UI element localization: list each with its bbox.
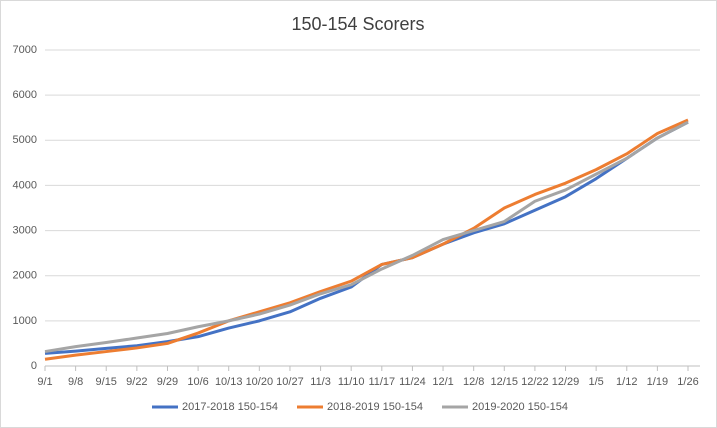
x-tick-label: 9/22 [126,376,147,388]
series-line [44,120,689,354]
x-tick-label: 12/8 [463,376,484,388]
x-tick-label: 10/27 [276,376,304,388]
x-tick-label: 1/12 [616,376,637,388]
y-tick-label: 5000 [13,134,37,146]
y-tick-label: 0 [31,360,37,372]
x-tick-label: 11/10 [338,376,365,388]
y-tick-label: 1000 [13,315,37,327]
x-tick-label: 1/19 [647,376,668,388]
legend-label: 2017-2018 150-154 [182,401,278,413]
y-tick-label: 3000 [13,224,37,236]
x-tick-label: 1/26 [677,376,698,388]
x-tick-label: 11/3 [310,376,331,388]
x-tick-label: 10/13 [215,376,243,388]
x-tick-label: 9/29 [157,376,178,388]
y-tick-label: 7000 [13,44,37,56]
x-tick-label: 12/22 [521,376,549,388]
x-tick-label: 10/20 [246,376,274,388]
legend-label: 2018-2019 150-154 [327,401,423,413]
x-tick-label: 12/15 [491,376,519,388]
y-tick-label: 6000 [13,89,37,101]
y-tick-label: 4000 [13,179,37,191]
x-tick-label: 10/6 [187,376,208,388]
x-tick-label: 11/24 [399,376,426,388]
x-tick-label: 9/8 [68,376,83,388]
x-tick-label: 11/17 [368,376,395,388]
chart-title: 150-154 Scorers [291,14,424,34]
x-tick-label: 12/29 [552,376,580,388]
series-line [44,118,689,361]
legend-label: 2019-2020 150-154 [472,401,568,413]
x-tick-label: 12/1 [432,376,453,388]
x-tick-label: 9/15 [96,376,117,388]
x-tick-label: 9/1 [37,376,52,388]
y-tick-label: 2000 [13,270,37,282]
x-tick-label: 1/5 [588,376,603,388]
